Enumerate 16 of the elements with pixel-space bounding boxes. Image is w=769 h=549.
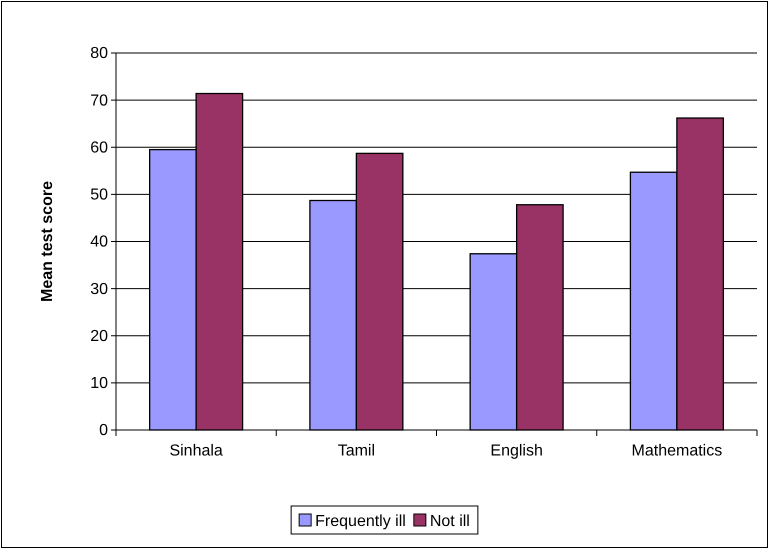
legend-label: Frequently ill [315, 513, 406, 530]
y-axis-title: Mean test score [39, 180, 56, 302]
y-tick-label: 30 [90, 280, 108, 298]
y-tick-label: 50 [90, 186, 108, 204]
x-tick-label: English [490, 442, 543, 460]
x-tick-label: Mathematics [632, 442, 722, 460]
y-tick-label: 60 [90, 139, 108, 156]
y-tick-label: 40 [90, 234, 108, 251]
x-tick-label: Sinhala [169, 442, 223, 460]
y-tick-label: 0 [99, 422, 108, 440]
x-tick-label: Tamil [338, 442, 376, 460]
y-tick-label: 20 [90, 328, 108, 345]
y-tick-label: 80 [90, 45, 108, 62]
y-tick-label: 70 [90, 92, 108, 110]
y-tick-label: 10 [90, 374, 108, 392]
legend-label: Not ill [430, 513, 470, 530]
